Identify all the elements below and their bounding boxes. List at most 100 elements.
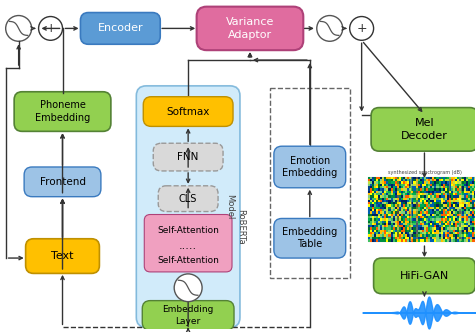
Bar <box>449 177 450 241</box>
Bar <box>432 218 435 221</box>
Bar <box>428 193 430 196</box>
Bar <box>390 225 393 228</box>
Bar <box>270 88 350 278</box>
Bar <box>397 237 399 239</box>
Bar <box>434 207 436 209</box>
Bar <box>399 200 401 203</box>
Bar <box>438 211 441 214</box>
Bar <box>416 177 418 241</box>
Bar <box>434 220 436 223</box>
Bar <box>397 195 399 198</box>
Bar <box>420 223 422 225</box>
Bar <box>468 179 470 182</box>
Bar <box>420 239 422 241</box>
Bar <box>403 182 406 184</box>
Bar <box>414 230 416 232</box>
Circle shape <box>317 16 343 41</box>
Bar <box>395 193 397 196</box>
Bar <box>395 200 397 203</box>
Bar <box>370 220 372 223</box>
Bar <box>417 230 420 232</box>
Bar <box>405 225 407 228</box>
Bar <box>395 209 397 212</box>
Bar <box>432 220 435 223</box>
Bar <box>390 237 393 239</box>
Bar <box>436 214 439 216</box>
Bar <box>387 198 389 200</box>
Bar <box>472 220 474 223</box>
Bar <box>401 200 403 203</box>
Bar <box>430 214 433 216</box>
Bar <box>403 227 406 230</box>
Bar <box>424 220 426 223</box>
Bar <box>451 193 454 196</box>
Bar <box>384 220 387 223</box>
Bar <box>370 223 372 225</box>
Bar <box>374 182 376 184</box>
Bar <box>445 220 447 223</box>
Bar <box>370 207 372 209</box>
Bar <box>372 202 374 205</box>
Bar <box>387 239 389 241</box>
Bar <box>417 220 420 223</box>
Bar <box>397 211 399 214</box>
Bar <box>430 200 433 203</box>
Bar <box>461 177 464 180</box>
Bar <box>397 179 399 182</box>
Bar <box>438 200 441 203</box>
Bar <box>374 184 376 186</box>
Bar <box>397 239 399 241</box>
Bar <box>388 198 391 200</box>
Bar <box>411 200 414 203</box>
Bar <box>466 202 468 205</box>
Bar <box>464 216 466 218</box>
Bar <box>430 177 433 180</box>
Bar <box>459 234 462 237</box>
Bar <box>378 198 380 200</box>
Bar <box>441 184 443 186</box>
Bar <box>384 225 387 228</box>
Bar <box>461 202 464 205</box>
Bar <box>409 237 412 239</box>
Text: Emotion
Embedding: Emotion Embedding <box>282 156 337 178</box>
Bar <box>434 234 436 237</box>
Bar <box>457 200 460 203</box>
Bar <box>382 211 385 214</box>
Bar <box>443 186 445 189</box>
Bar <box>449 193 451 196</box>
Bar <box>388 230 391 232</box>
Bar <box>416 202 418 205</box>
Bar <box>426 205 428 207</box>
Bar <box>420 220 422 223</box>
Bar <box>443 205 445 207</box>
Bar <box>367 225 370 228</box>
Bar <box>416 230 418 232</box>
Bar <box>460 177 462 241</box>
Bar <box>434 188 436 191</box>
Bar <box>438 198 441 200</box>
Text: Encoder: Encoder <box>98 24 143 34</box>
Bar <box>464 218 466 221</box>
Bar <box>393 184 395 186</box>
Bar <box>436 230 439 232</box>
Bar <box>397 227 399 230</box>
Bar <box>441 230 443 232</box>
Bar <box>451 188 454 191</box>
Bar <box>405 239 407 241</box>
Bar <box>407 216 410 218</box>
Bar <box>436 193 439 196</box>
Bar <box>441 225 443 228</box>
Bar <box>395 202 397 205</box>
Bar <box>395 237 397 239</box>
Bar <box>449 225 451 228</box>
Bar <box>382 177 385 180</box>
Bar <box>436 188 439 191</box>
Bar <box>422 239 424 241</box>
Bar <box>451 227 454 230</box>
Bar <box>370 186 372 189</box>
Bar <box>428 202 430 205</box>
Bar <box>474 207 476 209</box>
Bar <box>374 195 376 198</box>
Bar <box>384 209 387 212</box>
Bar <box>447 195 449 198</box>
